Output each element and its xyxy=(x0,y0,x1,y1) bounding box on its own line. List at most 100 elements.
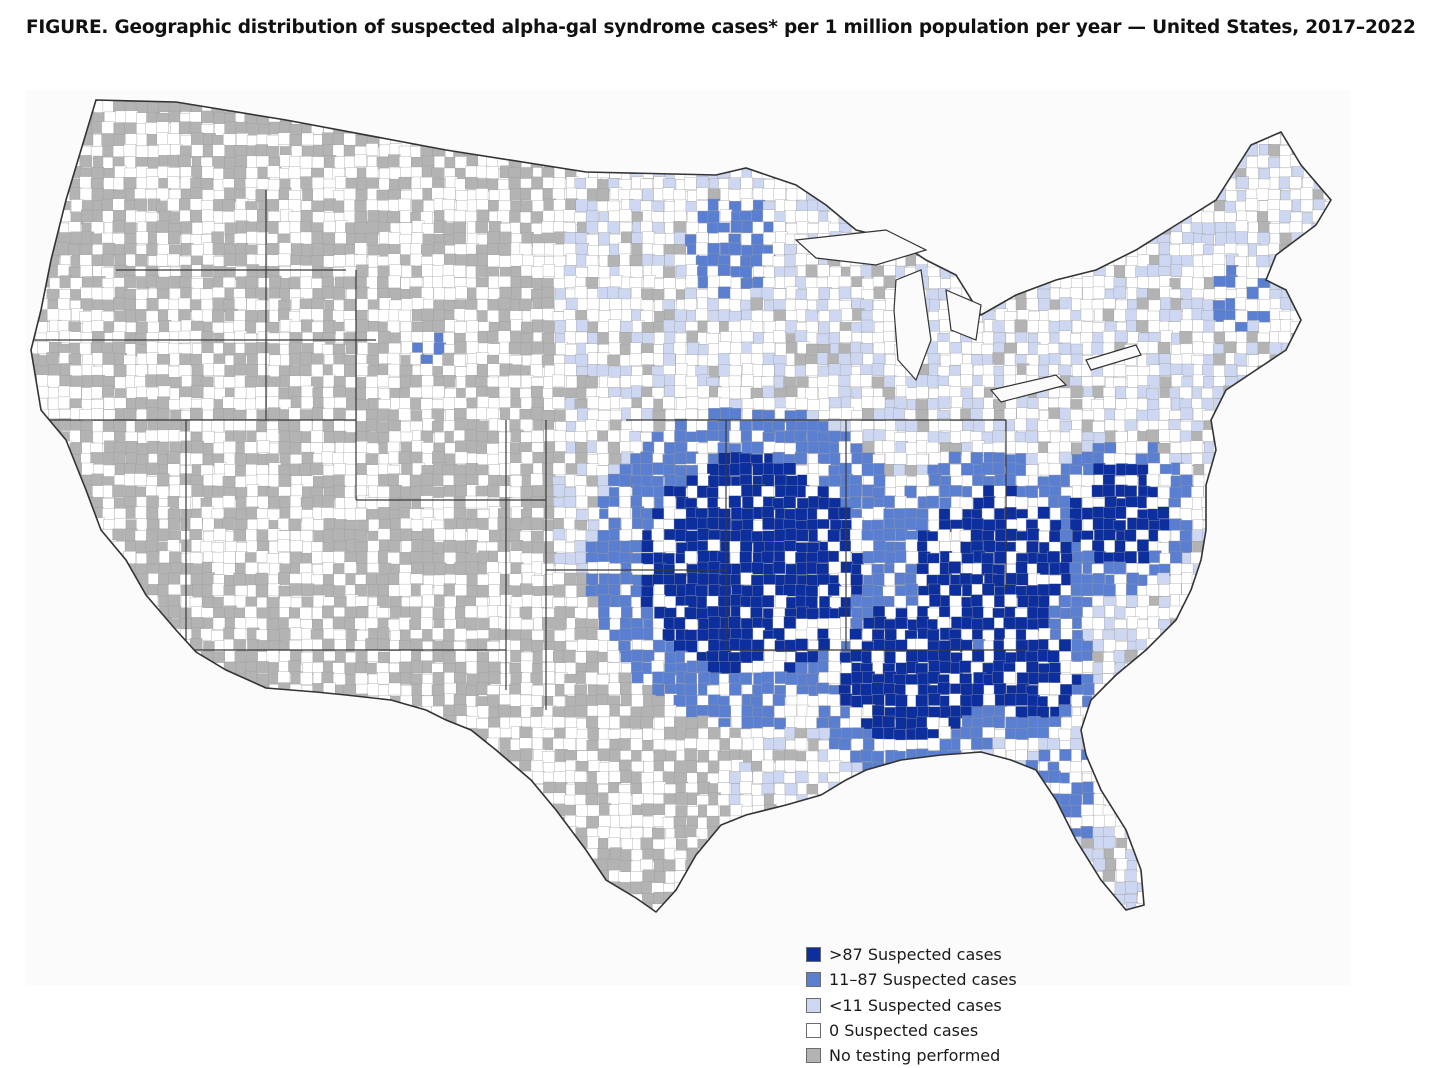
county-cell xyxy=(1234,353,1247,366)
county-cell xyxy=(575,156,589,170)
county-cell xyxy=(114,376,127,390)
county-cell xyxy=(1047,418,1061,431)
county-cell xyxy=(58,309,72,322)
county-cell xyxy=(1082,154,1095,168)
county-cell xyxy=(763,122,776,136)
county-cell xyxy=(1081,167,1094,181)
county-cell xyxy=(1324,419,1331,433)
county-cell xyxy=(1071,100,1084,103)
county-cell xyxy=(641,322,655,335)
county-cell xyxy=(970,452,983,465)
county-cell xyxy=(1201,211,1214,225)
county-cell xyxy=(233,398,246,411)
county-cell xyxy=(31,463,37,477)
county-cell xyxy=(541,297,554,310)
county-cell xyxy=(464,122,477,135)
county-cell xyxy=(1170,442,1183,455)
county-cell xyxy=(960,189,973,202)
county-cell xyxy=(1258,376,1271,390)
county-cell xyxy=(1179,243,1192,256)
county-cell xyxy=(1114,265,1127,278)
county-cell xyxy=(432,319,445,333)
county-cell xyxy=(1038,200,1051,213)
county-cell xyxy=(1258,221,1271,234)
county-cell xyxy=(38,442,51,455)
county-cell xyxy=(157,408,170,421)
county-cell xyxy=(313,519,326,532)
county-cell xyxy=(1245,442,1258,456)
county-cell xyxy=(300,176,313,189)
county-cell xyxy=(1038,156,1052,169)
county-cell xyxy=(442,352,455,366)
county-cell xyxy=(378,101,392,114)
county-cell xyxy=(71,121,84,135)
county-cell xyxy=(948,110,961,124)
county-cell xyxy=(453,496,467,509)
county-cell xyxy=(1268,396,1281,410)
county-cell xyxy=(1093,408,1106,421)
county-cell xyxy=(48,475,61,489)
county-cell xyxy=(631,419,644,432)
county-cell xyxy=(895,155,908,168)
county-cell xyxy=(223,133,236,146)
county-cell xyxy=(1169,518,1182,531)
county-cell xyxy=(882,440,895,454)
county-cell xyxy=(421,308,434,321)
county-cell xyxy=(409,122,422,135)
county-cell xyxy=(630,495,643,509)
county-cell xyxy=(652,374,665,388)
county-cell xyxy=(1267,410,1280,423)
county-cell xyxy=(235,155,248,168)
county-cell xyxy=(433,287,446,300)
county-cell xyxy=(871,121,885,135)
county-cell xyxy=(311,407,325,420)
county-cell xyxy=(684,134,698,147)
county-cell xyxy=(1225,443,1238,456)
county-cell xyxy=(751,100,765,112)
county-cell xyxy=(69,518,82,532)
county-cell xyxy=(552,396,565,409)
county-cell xyxy=(167,198,180,212)
county-cell xyxy=(223,167,236,181)
county-cell xyxy=(664,474,677,487)
county-cell xyxy=(410,243,423,256)
county-cell xyxy=(234,364,247,377)
county-cell xyxy=(608,506,621,519)
county-cell xyxy=(509,462,523,475)
county-cell xyxy=(676,100,689,103)
county-cell xyxy=(1290,321,1303,334)
county-cell xyxy=(31,398,38,411)
county-cell xyxy=(1026,364,1039,378)
county-cell xyxy=(762,134,775,148)
county-cell xyxy=(368,112,381,126)
county-cell xyxy=(994,288,1007,301)
county-cell xyxy=(136,518,149,531)
county-cell xyxy=(950,167,963,180)
county-cell xyxy=(1181,363,1195,377)
county-cell xyxy=(1223,101,1236,114)
county-cell xyxy=(784,442,797,456)
county-cell xyxy=(541,122,554,136)
county-cell xyxy=(728,189,741,202)
county-cell xyxy=(1213,275,1226,289)
county-cell xyxy=(838,100,851,102)
county-cell xyxy=(488,464,502,477)
county-cell xyxy=(1081,321,1094,334)
county-cell xyxy=(970,266,983,279)
county-cell xyxy=(1038,189,1052,203)
county-cell xyxy=(301,385,314,399)
county-cell xyxy=(1334,90,1346,101)
county-cell xyxy=(838,276,852,289)
county-cell xyxy=(1346,321,1351,333)
county-cell xyxy=(982,408,995,421)
county-cell xyxy=(191,144,204,157)
county-cell xyxy=(1059,529,1073,542)
county-cell xyxy=(1257,464,1271,477)
county-cell xyxy=(355,112,369,126)
county-cell xyxy=(224,222,238,235)
county-cell xyxy=(619,529,632,543)
county-cell xyxy=(101,121,114,134)
county-cell xyxy=(410,374,423,388)
county-cell xyxy=(794,508,808,521)
county-cell xyxy=(1215,408,1228,421)
